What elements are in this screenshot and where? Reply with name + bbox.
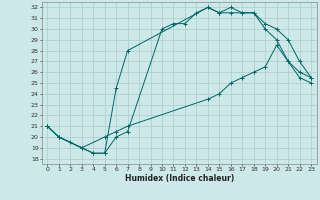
- X-axis label: Humidex (Indice chaleur): Humidex (Indice chaleur): [124, 174, 234, 183]
